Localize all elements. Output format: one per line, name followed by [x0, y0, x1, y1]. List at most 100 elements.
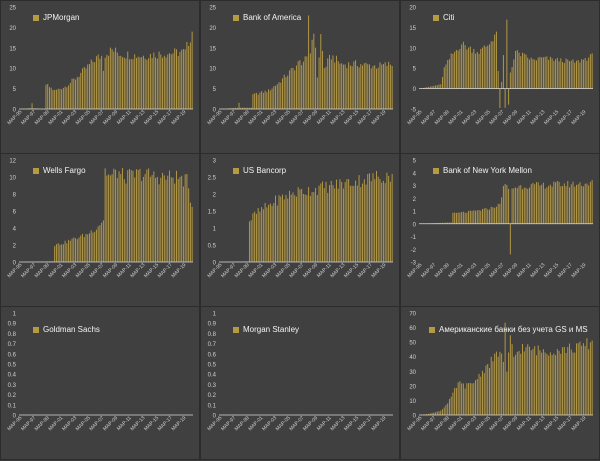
bar [492, 41, 493, 88]
bar [77, 239, 78, 262]
bar [366, 63, 367, 109]
bar [466, 383, 467, 415]
legend-label: Morgan Stanley [243, 325, 299, 334]
bar [501, 82, 502, 89]
bar [538, 345, 539, 415]
y-tick-label: 2.5 [208, 176, 217, 182]
bar [313, 192, 314, 262]
bar [566, 353, 567, 415]
bar [451, 53, 452, 88]
y-tick-label: 5 [213, 87, 217, 93]
bar [459, 381, 460, 415]
bar [571, 61, 572, 89]
bar [449, 59, 450, 88]
y-tick-label: 25 [209, 6, 216, 12]
y-tick-label: -2 [411, 248, 417, 254]
bar [51, 88, 52, 109]
bar [171, 177, 172, 262]
y-tick-label: 15 [409, 26, 416, 32]
y-tick-label: 6 [13, 210, 17, 216]
bar [52, 90, 53, 109]
bar [573, 352, 574, 415]
bar [160, 178, 161, 262]
bar [508, 353, 509, 415]
y-tick-label: 5 [413, 159, 417, 165]
bar [477, 210, 478, 223]
bar [79, 77, 80, 109]
bar [341, 63, 342, 109]
bar [336, 180, 337, 262]
bar [486, 208, 487, 224]
bar [353, 186, 354, 262]
bar [459, 213, 460, 224]
bar [312, 192, 313, 262]
y-tick-label: 0.5 [208, 363, 217, 369]
y-tick-label: 5 [413, 67, 417, 73]
bar [519, 186, 520, 224]
bar [183, 49, 184, 109]
bar [515, 187, 516, 223]
bar [482, 48, 483, 89]
x-tick-label: MAP-19 [170, 109, 187, 126]
bar [54, 246, 55, 262]
bar [461, 44, 462, 88]
bar [437, 85, 438, 88]
bar [546, 354, 547, 415]
bar [362, 65, 363, 109]
bar [145, 59, 146, 109]
bar [56, 90, 57, 109]
bar [282, 195, 283, 262]
chart-svg: 00.10.20.30.40.50.60.70.80.91MAP-95MAP-9… [201, 307, 401, 461]
bar [150, 177, 151, 262]
bar [89, 233, 90, 262]
bar [275, 196, 276, 262]
bar [190, 42, 191, 109]
bar [364, 179, 365, 262]
bar [178, 179, 179, 262]
bar [91, 60, 92, 109]
bar [155, 178, 156, 262]
bar [592, 53, 593, 88]
bar [445, 64, 446, 88]
bar [489, 44, 490, 88]
bar [324, 68, 325, 109]
x-tick-label: MAP-19 [570, 262, 587, 279]
bar [181, 50, 182, 109]
bar [256, 214, 257, 262]
y-tick-label: 10 [409, 46, 416, 52]
bar [386, 173, 387, 262]
bar [327, 193, 328, 262]
bar [489, 210, 490, 224]
bar [47, 84, 48, 109]
bar [174, 184, 175, 262]
bar [444, 67, 445, 88]
bar [383, 181, 384, 262]
bar [362, 184, 363, 262]
bar [536, 182, 537, 224]
bar [92, 233, 93, 262]
bar [378, 177, 379, 262]
bar [275, 86, 276, 109]
bar [520, 354, 521, 415]
bar [498, 71, 499, 89]
bar [178, 56, 179, 109]
bar [360, 187, 361, 262]
bar [273, 203, 274, 262]
bar [579, 182, 580, 224]
bar [456, 50, 457, 89]
bar [141, 181, 142, 262]
y-tick-label: 0.1 [8, 403, 17, 409]
bar [49, 87, 50, 109]
bar [586, 183, 587, 223]
y-tick-label: 50 [409, 341, 416, 347]
bar [553, 61, 554, 89]
y-tick-label: 0.8 [8, 332, 17, 338]
bar [461, 383, 462, 415]
bar [89, 64, 90, 109]
bar [261, 91, 262, 109]
bar [439, 85, 440, 89]
bar [454, 213, 455, 224]
bar [113, 52, 114, 109]
bar [308, 187, 309, 262]
